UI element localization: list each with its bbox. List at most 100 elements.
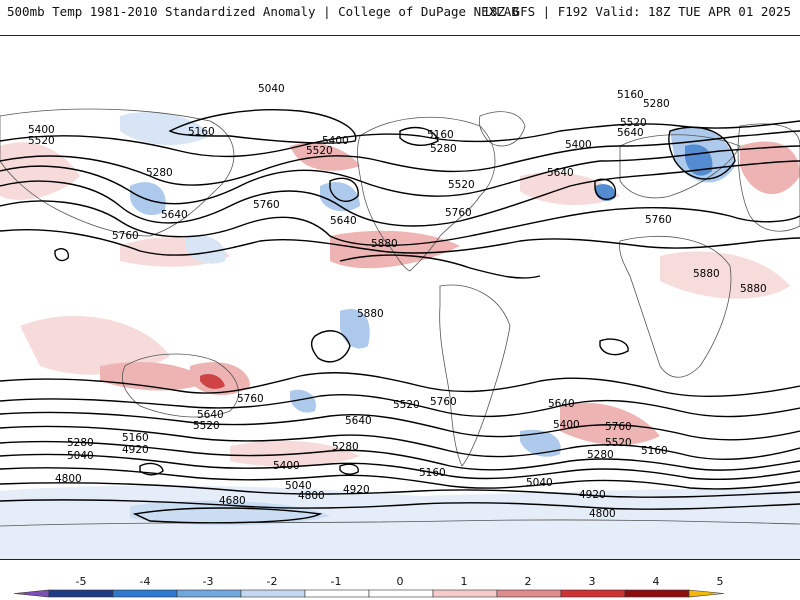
contour-label: 5760 (430, 396, 457, 408)
contour-label: 5640 (548, 398, 575, 410)
contour-label: 4680 (219, 495, 246, 507)
cold-anomaly (130, 182, 166, 216)
coast-africa (619, 235, 732, 378)
contour-label: 5640 (330, 215, 357, 227)
contour-5280-south (0, 440, 800, 471)
contour-label: 5040 (67, 450, 94, 462)
contour-5880-tropics (339, 254, 541, 279)
contour-label: 5400 (553, 419, 580, 431)
colorbar-tick: 2 (525, 575, 532, 588)
contour-label: 5160 (427, 129, 454, 141)
contour-label: 5520 (306, 145, 333, 157)
colorbar-swatch (176, 589, 242, 598)
contour-label: 4920 (122, 444, 149, 456)
colorbar-tick: 5 (717, 575, 724, 588)
contour-label: 5280 (146, 167, 173, 179)
contour-label: 5880 (357, 308, 384, 320)
contour-label: 5160 (641, 445, 668, 457)
contour-label: 4800 (55, 473, 82, 485)
contour-label: 5040 (526, 477, 553, 489)
contour-label: 5040 (258, 83, 285, 95)
cold-anomaly (120, 112, 210, 146)
colorbar-swatch (112, 589, 178, 598)
colorbar-swatches (13, 589, 725, 598)
colorbar-min-arrow (13, 589, 50, 598)
closed-low (668, 126, 736, 180)
contour-5760-north (0, 229, 800, 256)
colorbar-tick: 1 (461, 575, 468, 588)
contour-label: 4800 (589, 508, 616, 520)
contour-label: 5760 (445, 207, 472, 219)
contour-label: 5520 (620, 117, 647, 129)
contour-label: 5640 (345, 415, 372, 427)
contour-label: 5760 (605, 421, 632, 433)
contour-label: 5760 (645, 214, 672, 226)
contour-label: 5280 (67, 437, 94, 449)
warm-anomaly (660, 251, 790, 299)
colorbar-tick: -5 (76, 575, 87, 588)
coast-south-america (439, 284, 511, 467)
coast-asia-east (737, 123, 800, 232)
contour-5400-north (0, 145, 800, 205)
contour-label: 5640 (547, 167, 574, 179)
contour-label: 5280 (587, 449, 614, 461)
contour-5880-south (310, 330, 351, 363)
contour-label: 5640 (197, 409, 224, 421)
contour-label: 5880 (740, 283, 767, 295)
cold-anomaly (340, 309, 370, 349)
contour-5520-south (0, 411, 800, 441)
contour-label: 5280 (430, 143, 457, 155)
contour-label: 5400 (273, 460, 300, 472)
closed-low (54, 248, 69, 262)
contour-5760-south (0, 372, 800, 398)
header-title: 500mb Temp 1981-2010 Standardized Anomal… (7, 4, 519, 19)
contour-label: 4920 (579, 489, 606, 501)
colorbar-swatch (304, 589, 370, 598)
warm-anomaly (200, 374, 225, 389)
contour-label: 5760 (237, 393, 264, 405)
colorbar-swatch (496, 589, 562, 598)
contour-label: 5520 (448, 179, 475, 191)
colorbar-tick-labels: -5 -4 -3 -2 -1 0 1 2 3 4 5 (76, 575, 724, 588)
contour-label: 5400 (565, 139, 592, 151)
colorbar-swatch (368, 589, 434, 598)
contour-5640-south (0, 393, 800, 418)
contour-label: 5400 (322, 135, 349, 147)
colorbar-tick: 0 (397, 575, 404, 588)
contour-label: 5640 (161, 209, 188, 221)
colorbar-swatch (560, 589, 626, 598)
coast-greenland (478, 111, 526, 147)
coast-asia (0, 108, 235, 237)
contour-label: 5280 (643, 98, 670, 110)
coast-antarctica (0, 519, 800, 527)
warm-anomaly (560, 402, 660, 446)
contour-labels: 5040 5160 5280 5400 5520 5160 5160 5520 … (28, 83, 767, 520)
colorbar-tick: -2 (267, 575, 278, 588)
colorbar-tick: 4 (653, 575, 660, 588)
contour-label: 5520 (605, 437, 632, 449)
closed-low (139, 462, 164, 476)
contour-5640-north (0, 200, 800, 247)
contour-4680-south (132, 507, 323, 524)
closed-low (399, 126, 439, 146)
contour-label: 5400 (28, 124, 55, 136)
cold-anomaly (520, 429, 561, 457)
contour-5520-north (0, 160, 800, 227)
colorbar-tick: -1 (331, 575, 342, 588)
contour-5400-south (0, 425, 800, 460)
cold-anomaly (290, 389, 316, 413)
contour-label: 5880 (371, 238, 398, 250)
warm-anomaly (740, 141, 800, 195)
colorbar-tick: -3 (203, 575, 214, 588)
colorbar-swatch (48, 589, 114, 598)
cold-anomaly (185, 234, 226, 264)
colorbar-swatch (432, 589, 498, 598)
contour-label: 5040 (285, 480, 312, 492)
contour-5160-south (0, 453, 800, 480)
contour-4800-south (0, 499, 800, 510)
colorbar-swatch (240, 589, 306, 598)
coast-australia (121, 353, 239, 418)
anomaly-map: 5040 5160 5280 5400 5520 5160 5160 5520 … (0, 83, 800, 559)
contour-5160-north (0, 120, 800, 158)
contour-label: 5160 (419, 467, 446, 479)
